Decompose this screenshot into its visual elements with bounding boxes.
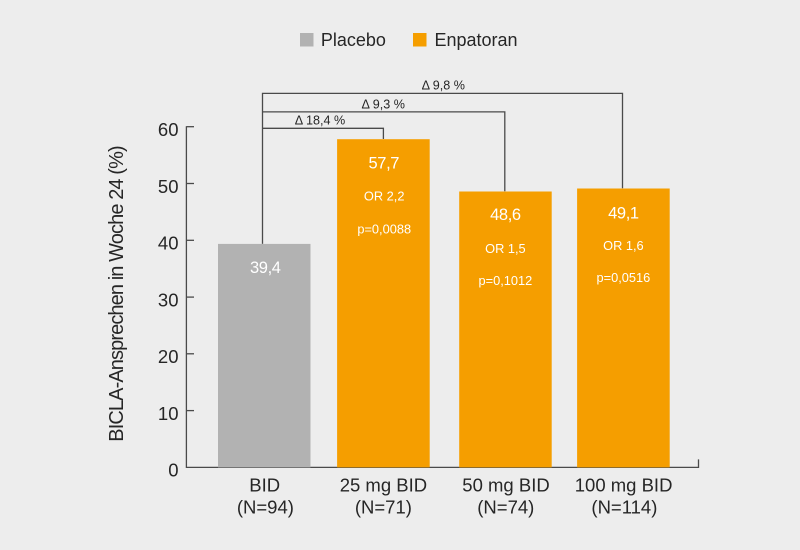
svg-text:100 mg BID: 100 mg BID <box>575 474 673 495</box>
svg-text:49,1: 49,1 <box>608 204 639 222</box>
svg-text:25 mg BID: 25 mg BID <box>340 474 427 495</box>
svg-text:(N=94): (N=94) <box>237 497 294 518</box>
svg-text:20: 20 <box>158 346 179 367</box>
svg-text:50 mg BID: 50 mg BID <box>462 474 549 495</box>
svg-text:60: 60 <box>158 119 179 140</box>
svg-text:p=0,0088: p=0,0088 <box>357 222 411 237</box>
svg-text:39,4: 39,4 <box>250 259 281 277</box>
svg-text:p=0,0516: p=0,0516 <box>597 270 651 285</box>
svg-text:OR 1,5: OR 1,5 <box>485 241 526 256</box>
svg-text:50: 50 <box>158 176 179 197</box>
svg-text:Δ 9,3 %: Δ 9,3 % <box>361 97 404 111</box>
svg-text:p=0,1012: p=0,1012 <box>479 273 533 288</box>
svg-text:10: 10 <box>158 403 179 424</box>
svg-text:30: 30 <box>158 289 179 310</box>
svg-text:40: 40 <box>158 233 179 254</box>
svg-text:0: 0 <box>168 460 178 481</box>
svg-text:(N=114): (N=114) <box>591 497 657 518</box>
svg-text:(N=71): (N=71) <box>355 497 412 518</box>
svg-text:OR 2,2: OR 2,2 <box>364 189 405 204</box>
svg-text:Enpatoran: Enpatoran <box>435 30 518 50</box>
svg-text:BID: BID <box>249 474 280 495</box>
svg-text:48,6: 48,6 <box>490 206 521 224</box>
svg-text:OR 1,6: OR 1,6 <box>603 238 644 253</box>
svg-text:BICLA-Ansprechen in Woche 24 (: BICLA-Ansprechen in Woche 24 (%) <box>106 146 128 442</box>
svg-text:Δ 18,4 %: Δ 18,4 % <box>295 114 345 128</box>
svg-text:57,7: 57,7 <box>369 154 400 172</box>
svg-text:Δ 9,8 %: Δ 9,8 % <box>422 79 465 93</box>
svg-text:Placebo: Placebo <box>321 30 386 50</box>
svg-text:(N=74): (N=74) <box>477 497 534 518</box>
